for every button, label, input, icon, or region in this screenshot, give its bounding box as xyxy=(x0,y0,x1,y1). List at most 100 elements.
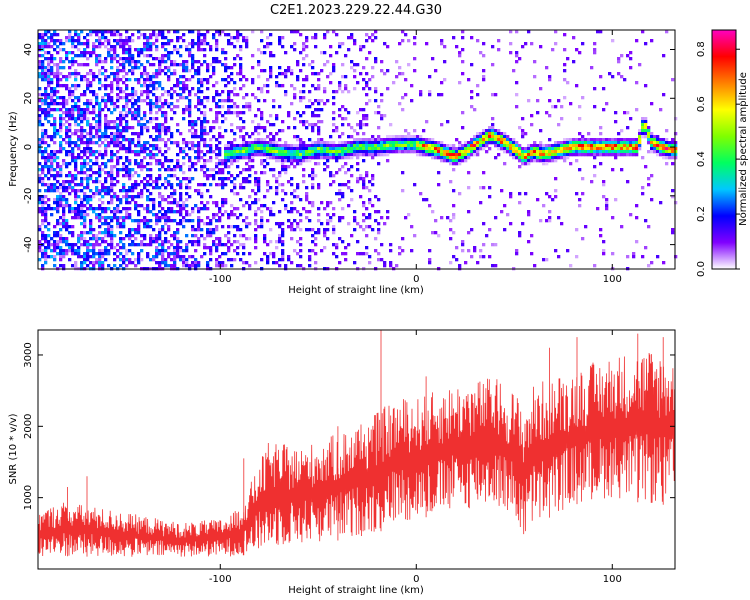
spectrogram-cell xyxy=(89,189,93,193)
spectrogram-cell xyxy=(80,108,84,112)
spectrogram-cell xyxy=(158,105,162,109)
spectrogram-cell xyxy=(350,234,354,238)
spectrogram-cell xyxy=(125,126,129,130)
spectrogram-cell xyxy=(146,87,150,91)
spectrogram-cell xyxy=(308,144,312,148)
spectrogram-cell xyxy=(458,159,462,163)
spectrogram-cell xyxy=(383,138,387,142)
spectrogram-cell xyxy=(176,129,180,133)
spectrogram-cell xyxy=(239,213,243,217)
spectrogram-cell xyxy=(188,69,192,73)
spectrogram-cell xyxy=(287,258,291,262)
spectrogram-cell xyxy=(200,195,204,199)
spectrogram-cell xyxy=(140,63,144,67)
spectrogram-cell xyxy=(233,249,237,253)
spectrogram-cell xyxy=(134,264,138,268)
spectrogram-cell xyxy=(38,42,42,46)
spectrogram-cell xyxy=(473,138,477,142)
spectrogram-cell xyxy=(521,132,525,136)
spectrogram-cell xyxy=(221,186,225,190)
spectrogram-cell xyxy=(464,141,468,145)
spectrogram-cell xyxy=(425,153,429,157)
spectrogram-cell xyxy=(242,144,246,148)
spectrogram-cell xyxy=(404,93,408,97)
spectrogram-cell xyxy=(173,261,177,265)
spectrogram-cell xyxy=(41,111,45,115)
spectrogram-cell xyxy=(335,147,339,151)
snr-y-tick-label: 3000 xyxy=(23,342,34,367)
spectrogram-cell xyxy=(230,243,234,247)
spectrogram-cell xyxy=(71,174,75,178)
spectrogram-cell xyxy=(74,216,78,220)
spectrogram-cell xyxy=(62,66,66,70)
spectrogram-cell xyxy=(302,42,306,46)
spectrogram-cell xyxy=(206,81,210,85)
spectrogram-cell xyxy=(110,228,114,232)
spectrogram-cell xyxy=(143,150,147,154)
spectrogram-cell xyxy=(650,144,654,148)
spectrogram-cell xyxy=(299,144,303,148)
spectrogram-cell xyxy=(92,192,96,196)
spectrogram-cell xyxy=(89,84,93,88)
spectrogram-cell xyxy=(113,135,117,139)
spectrogram-cell xyxy=(125,60,129,64)
spectrogram-cell xyxy=(128,189,132,193)
spectrogram-cell xyxy=(266,156,270,160)
spectrogram-cell xyxy=(332,153,336,157)
spectrogram-cell xyxy=(176,201,180,205)
spectrogram-cell xyxy=(362,87,366,91)
spectrogram-cell xyxy=(119,36,123,40)
spectrogram-cell xyxy=(128,177,132,181)
spectrogram-cell xyxy=(176,183,180,187)
spectrogram-cell xyxy=(371,147,375,151)
spectrogram-cell xyxy=(599,138,603,142)
spectrogram-cell xyxy=(575,159,579,163)
spectrogram-cell xyxy=(182,162,186,166)
spectrogram-cell xyxy=(38,123,42,127)
spectrogram-cell xyxy=(167,30,171,34)
spectrogram-cell xyxy=(221,162,225,166)
spectrogram-cell xyxy=(245,237,249,241)
spectrogram-cell xyxy=(443,150,447,154)
spectrogram-cell xyxy=(530,42,534,46)
spectrogram-cell xyxy=(128,201,132,205)
spectrogram-cell xyxy=(347,36,351,40)
spectrogram-cell xyxy=(191,126,195,130)
spectrogram-cell xyxy=(80,150,84,154)
spectrogram-cell xyxy=(95,39,99,43)
spectrogram-cell xyxy=(41,204,45,208)
spectrogram-cell xyxy=(542,159,546,163)
spectrogram-cell xyxy=(257,123,261,127)
spectrogram-cell xyxy=(593,105,597,109)
spectrogram-cell xyxy=(59,108,63,112)
spectrogram-cell xyxy=(431,150,435,154)
spectrogram-cell xyxy=(335,90,339,94)
spectrogram-cell xyxy=(59,126,63,130)
spectrogram-cell xyxy=(128,186,132,190)
spectrogram-cell xyxy=(158,96,162,100)
spectrogram-cell xyxy=(194,120,198,124)
spectrogram-cell xyxy=(92,210,96,214)
spectrogram-cell xyxy=(164,240,168,244)
spectrogram-cell xyxy=(452,216,456,220)
spectrogram-cell xyxy=(38,225,42,229)
spectrogram-cell xyxy=(611,216,615,220)
spectrogram-cell xyxy=(233,36,237,40)
spectrogram-cell xyxy=(113,216,117,220)
spectrogram-cell xyxy=(137,144,141,148)
spectrogram-cell xyxy=(461,144,465,148)
spectrogram-cell xyxy=(191,219,195,223)
spectrogram-cell xyxy=(134,48,138,52)
spectrogram-cell xyxy=(101,168,105,172)
spectrogram-cell xyxy=(617,60,621,64)
spectrogram-cell xyxy=(119,63,123,67)
spectrogram-cell xyxy=(608,72,612,76)
spectrogram-cell xyxy=(44,237,48,241)
spectrogram-cell xyxy=(95,114,99,118)
spectrogram-cell xyxy=(59,60,63,64)
spectrogram-cell xyxy=(206,42,210,46)
spectrogram-cell xyxy=(587,147,591,151)
spectrogram-cell xyxy=(239,63,243,67)
spectrogram-cell xyxy=(563,138,567,142)
spectrogram-cell xyxy=(290,228,294,232)
